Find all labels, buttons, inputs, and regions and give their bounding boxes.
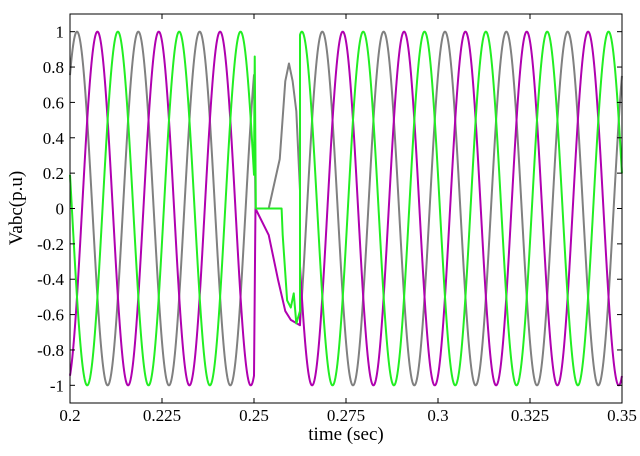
y-tick-label: 0 <box>56 200 65 219</box>
x-axis-title: time (sec) <box>308 424 383 445</box>
y-tick-label: 0.2 <box>43 164 64 183</box>
y-tick-label: -0.8 <box>37 341 64 360</box>
y-tick-label: -1 <box>50 376 64 395</box>
y-tick-label: 0.4 <box>43 129 65 148</box>
x-tick-label: 0.275 <box>327 406 365 425</box>
x-tick-label: 0.35 <box>607 406 637 425</box>
series-line-3 <box>69 30 623 387</box>
plot-frame <box>69 13 623 404</box>
y-axis-title: Vabc(p.u) <box>6 171 27 245</box>
x-tick-label: 0.225 <box>143 406 181 425</box>
x-axis: 0.2 0.225 0.25 0.275 0.3 0.325 0.35 <box>59 14 637 425</box>
y-axis: 1 0.8 0.6 0.4 0.2 0 -0.2 -0.4 -0.6 -0.8 -1 <box>37 23 622 395</box>
x-tick-label: 0.3 <box>427 406 448 425</box>
x-tick-label: 0.25 <box>239 406 269 425</box>
y-tick-label: 0.8 <box>43 58 64 77</box>
y-tick-label: -0.4 <box>37 270 64 289</box>
x-tick-label: 0.2 <box>59 406 80 425</box>
series-line-1 <box>69 30 623 387</box>
x-tick-label: 0.325 <box>511 406 549 425</box>
y-tick-label: -0.6 <box>37 306 64 325</box>
y-tick-label: 0.6 <box>43 93 64 112</box>
y-tick-label: 1 <box>56 23 65 42</box>
series-layer <box>69 30 623 387</box>
y-tick-label: -0.2 <box>37 235 64 254</box>
